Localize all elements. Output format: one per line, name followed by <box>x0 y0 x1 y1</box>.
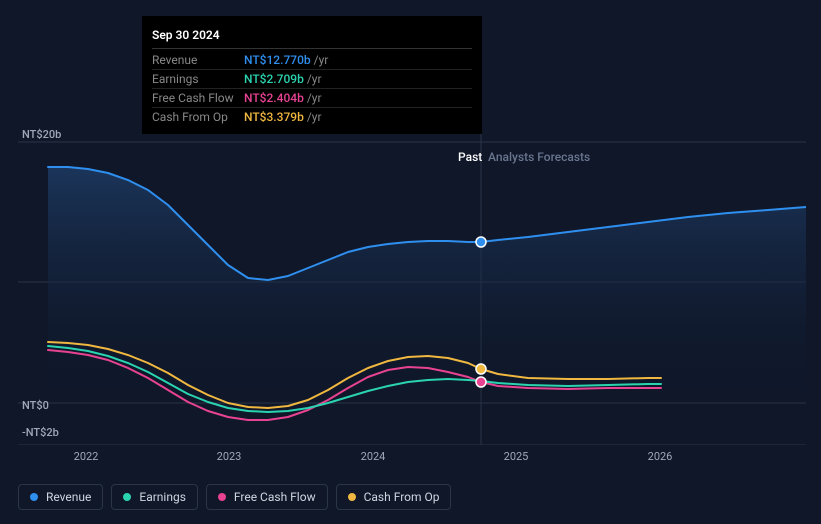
tooltip-row-unit: /yr <box>307 72 322 86</box>
x-axis-tick: 2025 <box>504 450 529 463</box>
tooltip-date: Sep 30 2024 <box>152 24 472 49</box>
section-label-forecast: Analysts Forecasts <box>488 150 590 164</box>
legend-label: Free Cash Flow <box>234 490 316 504</box>
legend-label: Earnings <box>139 490 186 504</box>
legend-dot-icon <box>30 493 38 501</box>
tooltip-row: RevenueNT$12.770b/yr <box>152 51 472 70</box>
tooltip-row: Free Cash FlowNT$2.404b/yr <box>152 89 472 108</box>
tooltip-row-label: Cash From Op <box>152 110 244 124</box>
tooltip-row-unit: /yr <box>314 53 329 67</box>
tooltip-row: EarningsNT$2.709b/yr <box>152 70 472 89</box>
tooltip-row-label: Free Cash Flow <box>152 91 244 105</box>
legend-dot-icon <box>348 493 356 501</box>
x-axis-tick: 2023 <box>217 450 242 463</box>
y-axis-top-label: NT$20b <box>22 128 61 141</box>
tooltip-row: Cash From OpNT$3.379b/yr <box>152 108 472 126</box>
tooltip-row-value: NT$2.404b <box>244 91 304 105</box>
chart-tooltip: Sep 30 2024 RevenueNT$12.770b/yrEarnings… <box>142 16 482 134</box>
tooltip-row-label: Revenue <box>152 53 244 67</box>
tooltip-row-value: NT$12.770b <box>244 53 311 67</box>
x-axis-tick: 2026 <box>648 450 673 463</box>
x-axis-tick: 2022 <box>74 450 99 463</box>
legend-item[interactable]: Revenue <box>18 484 103 510</box>
tooltip-row-value: NT$2.709b <box>244 72 304 86</box>
legend-label: Cash From Op <box>364 490 440 504</box>
tooltip-row-value: NT$3.379b <box>244 110 304 124</box>
legend-dot-icon <box>123 493 131 501</box>
legend-item[interactable]: Cash From Op <box>336 484 452 510</box>
legend-item[interactable]: Earnings <box>111 484 198 510</box>
line-chart <box>18 120 806 445</box>
x-axis-tick: 2024 <box>361 450 386 463</box>
legend-item[interactable]: Free Cash Flow <box>206 484 328 510</box>
chart-container <box>18 120 806 445</box>
tooltip-row-unit: /yr <box>307 110 322 124</box>
y-axis-bottom-label: -NT$2b <box>22 426 59 439</box>
legend-label: Revenue <box>46 490 91 504</box>
y-axis-zero-label: NT$0 <box>22 399 49 412</box>
legend-dot-icon <box>218 493 226 501</box>
chart-legend: Revenue Earnings Free Cash Flow Cash From O… <box>18 484 451 510</box>
tooltip-row-unit: /yr <box>307 91 322 105</box>
section-label-past: Past <box>458 150 482 164</box>
tooltip-row-label: Earnings <box>152 72 244 86</box>
